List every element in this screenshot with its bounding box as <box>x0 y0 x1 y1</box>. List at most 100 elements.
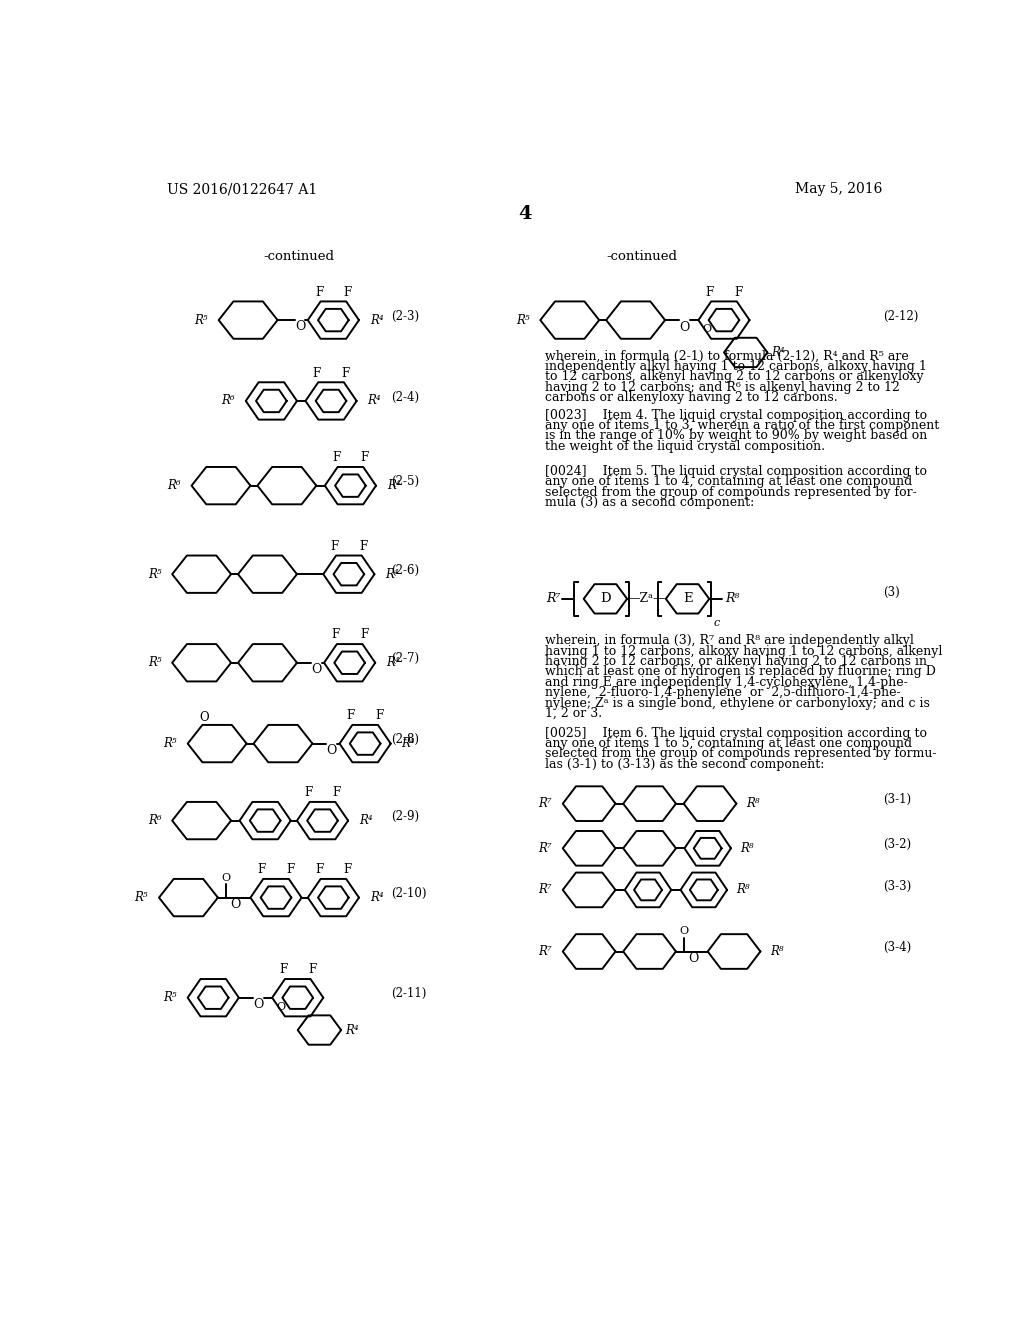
Text: O: O <box>327 744 337 758</box>
Text: US 2016/0122647 A1: US 2016/0122647 A1 <box>167 182 317 197</box>
Text: R⁷: R⁷ <box>539 842 552 855</box>
Text: R⁵: R⁵ <box>147 568 162 581</box>
Text: O: O <box>276 1002 286 1012</box>
Text: -continued: -continued <box>263 251 334 264</box>
Text: O: O <box>253 998 263 1011</box>
Text: F: F <box>376 709 384 722</box>
Text: any one of items 1 to 5, containing at least one compound: any one of items 1 to 5, containing at l… <box>545 737 912 750</box>
Text: (2-5): (2-5) <box>391 475 420 488</box>
Text: nylene; Zᵃ is a single bond, ethylene or carbonyloxy; and c is: nylene; Zᵃ is a single bond, ethylene or… <box>545 697 930 710</box>
Text: the weight of the liquid crystal composition.: the weight of the liquid crystal composi… <box>545 440 825 453</box>
Text: is in the range of 10% by weight to 90% by weight based on: is in the range of 10% by weight to 90% … <box>545 429 927 442</box>
Text: selected from the group of compounds represented by formu-: selected from the group of compounds rep… <box>545 747 937 760</box>
Text: F: F <box>359 540 368 553</box>
Text: R⁵: R⁵ <box>147 656 162 669</box>
Text: (3-3): (3-3) <box>883 879 911 892</box>
Text: F: F <box>287 863 295 876</box>
Text: (3-1): (3-1) <box>883 793 911 807</box>
Text: F: F <box>331 628 339 642</box>
Text: selected from the group of compounds represented by for-: selected from the group of compounds rep… <box>545 486 916 499</box>
Text: (2-7): (2-7) <box>391 652 420 665</box>
Text: F: F <box>280 964 288 977</box>
Text: R⁴: R⁴ <box>370 314 383 326</box>
Text: O: O <box>295 319 305 333</box>
Text: R⁸: R⁸ <box>736 883 750 896</box>
Text: R⁶: R⁶ <box>221 395 234 408</box>
Text: (3): (3) <box>883 586 900 599</box>
Text: F: F <box>258 863 266 876</box>
Text: R⁴: R⁴ <box>370 891 383 904</box>
Text: which at least one of hydrogen is replaced by fluorine; ring D: which at least one of hydrogen is replac… <box>545 665 936 678</box>
Text: R⁴: R⁴ <box>771 346 784 359</box>
Text: (2-6): (2-6) <box>391 564 420 577</box>
Text: F: F <box>360 451 369 465</box>
Text: c: c <box>713 618 720 628</box>
Text: wherein, in formula (3), R⁷ and R⁸ are independently alkyl: wherein, in formula (3), R⁷ and R⁸ are i… <box>545 635 913 647</box>
Text: R⁸: R⁸ <box>725 593 739 606</box>
Text: R⁵: R⁵ <box>163 737 177 750</box>
Text: (2-4): (2-4) <box>391 391 420 404</box>
Text: R⁵: R⁵ <box>163 991 177 1005</box>
Text: to 12 carbons, alkenyl having 2 to 12 carbons or alkenyloxy: to 12 carbons, alkenyl having 2 to 12 ca… <box>545 370 924 383</box>
Text: F: F <box>706 285 714 298</box>
Text: R⁴: R⁴ <box>385 568 399 581</box>
Text: R⁸: R⁸ <box>740 842 754 855</box>
Text: O: O <box>230 898 241 911</box>
Text: F: F <box>304 787 312 799</box>
Text: (2-3): (2-3) <box>391 310 420 323</box>
Text: having 2 to 12 carbons; and R⁶ is alkenyl having 2 to 12: having 2 to 12 carbons; and R⁶ is alkeny… <box>545 380 900 393</box>
Text: R⁵: R⁵ <box>516 314 529 326</box>
Text: F: F <box>341 367 349 380</box>
Text: [0023]    Item 4. The liquid crystal composition according to: [0023] Item 4. The liquid crystal compos… <box>545 409 927 421</box>
Text: R⁴: R⁴ <box>387 479 400 492</box>
Text: R⁷: R⁷ <box>546 593 560 606</box>
Text: F: F <box>315 863 324 876</box>
Text: 1, 2 or 3.: 1, 2 or 3. <box>545 708 602 719</box>
Text: and ring E are independently 1,4-cyclohexylene, 1,4-phe-: and ring E are independently 1,4-cyclohe… <box>545 676 907 689</box>
Text: las (3-1) to (3-13) as the second component:: las (3-1) to (3-13) as the second compon… <box>545 758 824 771</box>
Text: F: F <box>344 863 352 876</box>
Text: F: F <box>333 787 341 799</box>
Text: -continued: -continued <box>606 251 677 264</box>
Text: (3-2): (3-2) <box>883 838 911 851</box>
Text: any one of items 1 to 4, containing at least one compound: any one of items 1 to 4, containing at l… <box>545 475 912 488</box>
Text: nylene,  2-fluoro-1,4-phenylene  or  2,5-difluoro-1,4-phe-: nylene, 2-fluoro-1,4-phenylene or 2,5-di… <box>545 686 900 700</box>
Text: R⁶: R⁶ <box>167 479 180 492</box>
Text: R⁶: R⁶ <box>147 814 162 828</box>
Text: F: F <box>332 451 340 465</box>
Text: O: O <box>702 325 712 334</box>
Text: any one of items 1 to 3, wherein a ratio of the first component: any one of items 1 to 3, wherein a ratio… <box>545 418 939 432</box>
Text: (2-10): (2-10) <box>391 887 427 900</box>
Text: R⁸: R⁸ <box>745 797 760 810</box>
Text: F: F <box>315 285 324 298</box>
Text: wherein, in formula (2-1) to formula (2-12), R⁴ and R⁵ are: wherein, in formula (2-1) to formula (2-… <box>545 350 908 363</box>
Text: independently alkyl having 1 to 12 carbons, alkoxy having 1: independently alkyl having 1 to 12 carbo… <box>545 360 927 372</box>
Text: (2-9): (2-9) <box>391 810 420 824</box>
Text: R⁷: R⁷ <box>539 797 552 810</box>
Text: E: E <box>683 593 692 606</box>
Text: F: F <box>344 285 352 298</box>
Text: [0025]    Item 6. The liquid crystal composition according to: [0025] Item 6. The liquid crystal compos… <box>545 726 927 739</box>
Text: having 2 to 12 carbons, or alkenyl having 2 to 12 carbons in: having 2 to 12 carbons, or alkenyl havin… <box>545 655 927 668</box>
Text: 4: 4 <box>518 205 531 223</box>
Text: R⁴: R⁴ <box>345 1023 358 1036</box>
Text: (2-8): (2-8) <box>391 733 420 746</box>
Text: F: F <box>359 628 368 642</box>
Text: R⁷: R⁷ <box>539 945 552 958</box>
Text: O: O <box>221 873 230 883</box>
Text: (2-11): (2-11) <box>391 987 427 1001</box>
Text: O: O <box>679 321 689 334</box>
Text: carbons or alkenyloxy having 2 to 12 carbons.: carbons or alkenyloxy having 2 to 12 car… <box>545 391 838 404</box>
Text: F: F <box>331 540 339 553</box>
Text: —Zᵃ—: —Zᵃ— <box>628 593 666 606</box>
Text: R⁸: R⁸ <box>770 945 783 958</box>
Text: (2-12): (2-12) <box>883 310 919 323</box>
Text: F: F <box>308 964 316 977</box>
Text: mula (3) as a second component:: mula (3) as a second component: <box>545 496 755 510</box>
Text: R⁵: R⁵ <box>134 891 148 904</box>
Text: R⁵: R⁵ <box>195 314 208 326</box>
Text: R⁴: R⁴ <box>359 814 373 828</box>
Text: having 1 to 12 carbons, alkoxy having 1 to 12 carbons, alkenyl: having 1 to 12 carbons, alkoxy having 1 … <box>545 644 942 657</box>
Text: O: O <box>688 952 699 965</box>
Text: F: F <box>347 709 355 722</box>
